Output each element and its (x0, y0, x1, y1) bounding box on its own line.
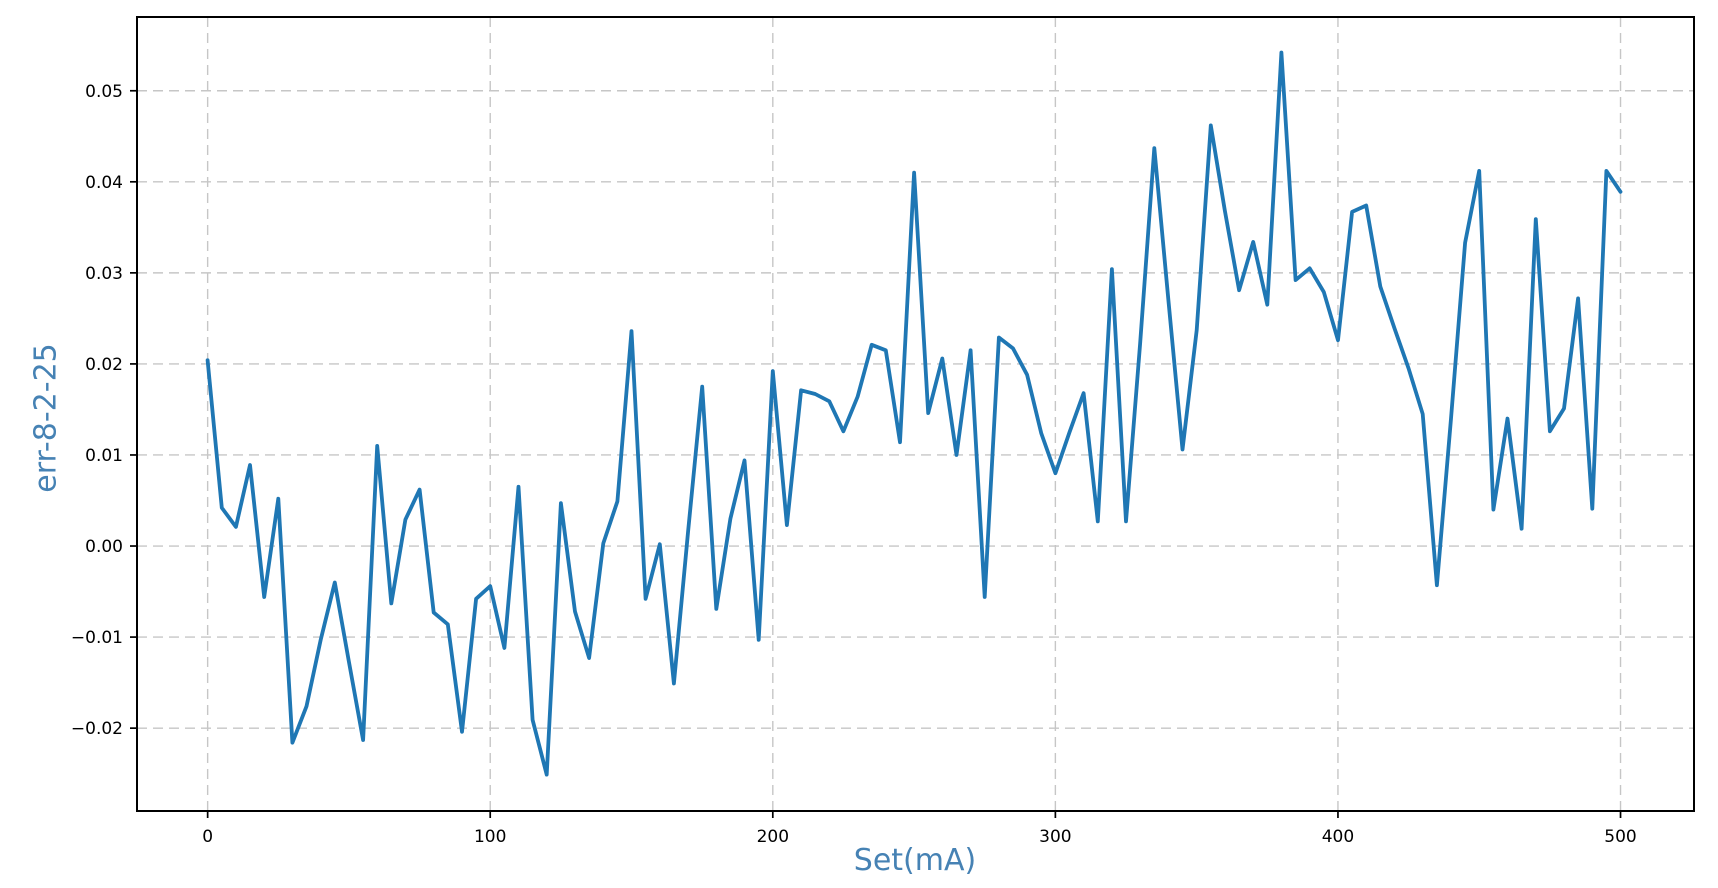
plot-border (136, 16, 1695, 812)
y-tick-label: 0.03 (85, 264, 123, 284)
data-series (205, 50, 1623, 777)
x-axis-label: Set(mA) (853, 843, 977, 878)
y-tick-label: −0.01 (71, 628, 123, 648)
y-axis-label: err-8-2-25 (28, 343, 64, 493)
y-tick-label: 0.00 (85, 537, 123, 557)
grid-lines (137, 17, 1694, 811)
y-tick-label: 0.02 (85, 355, 123, 375)
y-tick-label: 0.01 (85, 446, 123, 466)
y-tick-label: −0.02 (71, 719, 123, 739)
x-tick-label: 300 (1039, 827, 1071, 847)
x-tick-label: 400 (1322, 827, 1354, 847)
x-tick-label: 100 (474, 827, 506, 847)
tick-labels: 0 100 200 300 400 500 −0.02 −0.01 0.00 0.01 0.02 0.… (71, 82, 1637, 847)
series-line (205, 50, 1623, 777)
axis-ticks (130, 89, 1622, 818)
x-tick-label: 500 (1604, 827, 1636, 847)
x-tick-label: 0 (202, 827, 213, 847)
x-tick-label: 200 (757, 827, 789, 847)
y-tick-label: 0.04 (85, 173, 123, 193)
y-tick-label: 0.05 (85, 82, 123, 102)
